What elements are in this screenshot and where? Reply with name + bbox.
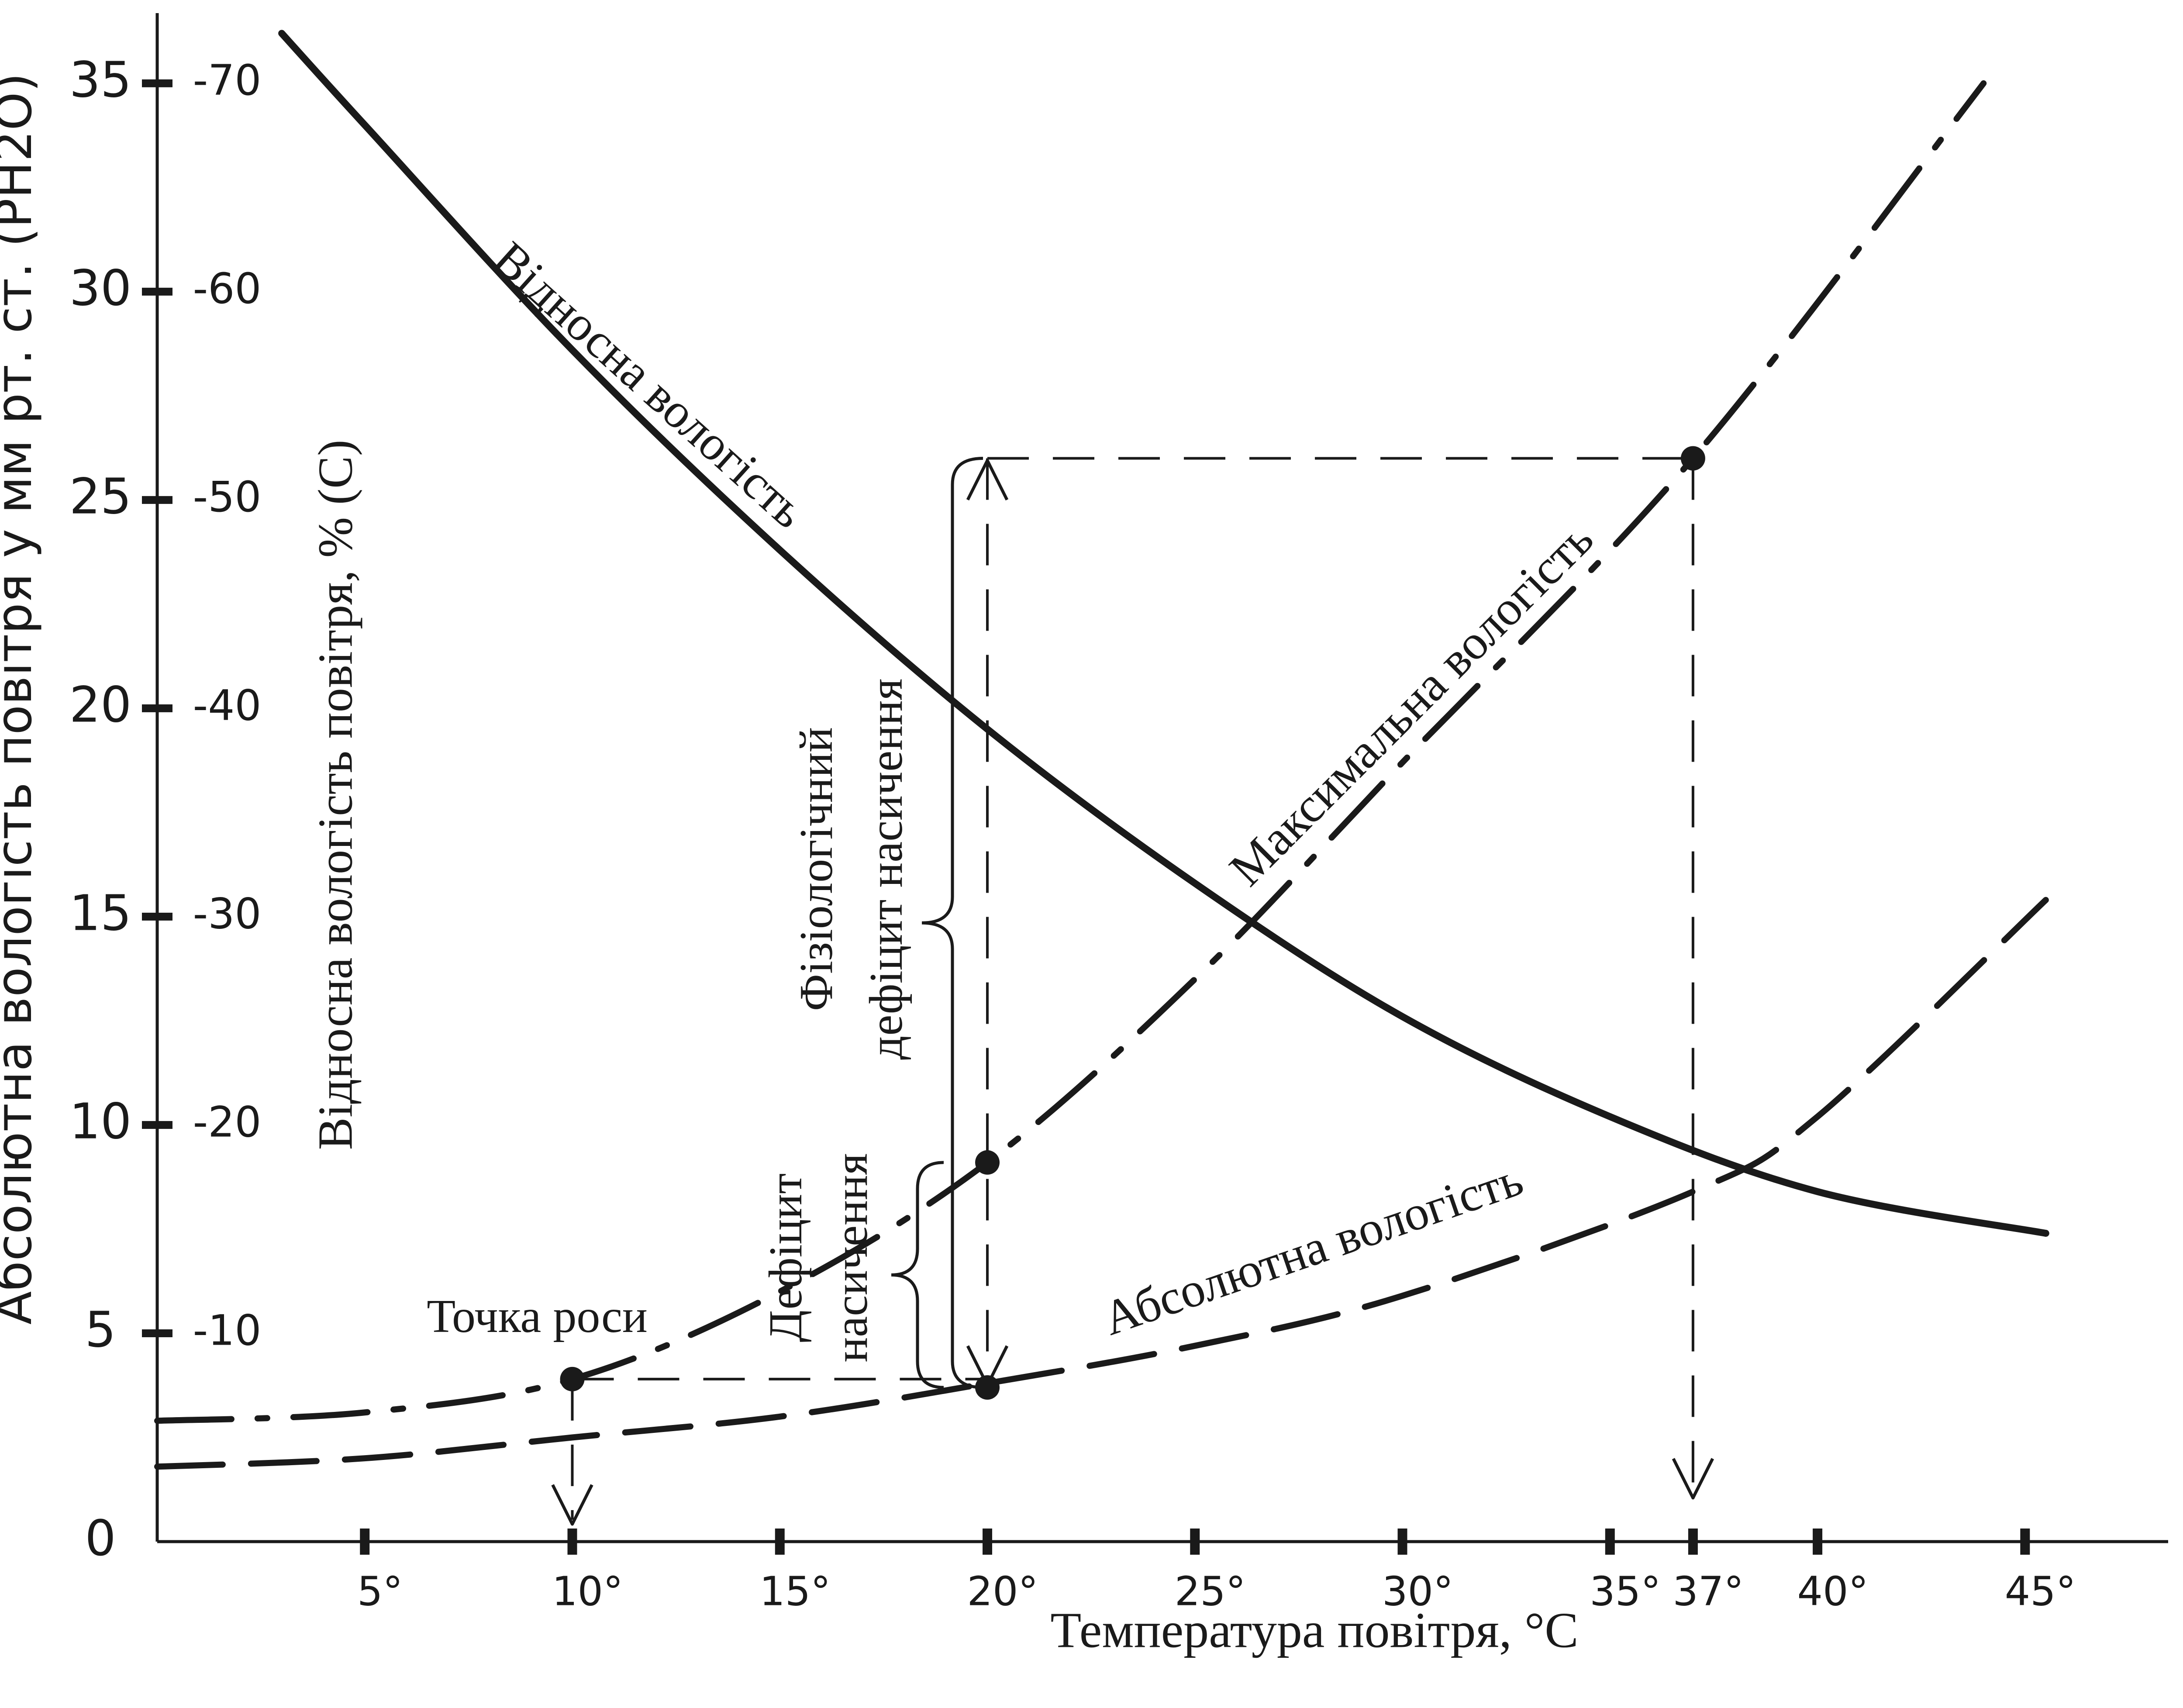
- y-tick-mark: [142, 1121, 172, 1129]
- y-tick-label-left: 5: [85, 1302, 116, 1359]
- y-tick-label-left: 20: [69, 677, 132, 734]
- arrow-up-20: [966, 459, 1009, 501]
- data-point: [560, 1366, 585, 1391]
- data-point: [975, 1150, 1000, 1175]
- y-tick-mark: [142, 912, 172, 921]
- x-tick-label: 45°: [2005, 1568, 2076, 1615]
- y-tick-label-right: -60: [193, 264, 262, 313]
- y-tick-label-left: 10: [69, 1094, 132, 1150]
- y-tick-label-left: 15: [69, 885, 132, 942]
- y-tick-mark: [142, 1329, 172, 1337]
- y-tick-mark: [142, 496, 172, 504]
- x-tick-mark: [1190, 1529, 1200, 1555]
- y-tick-label-left: 0: [85, 1510, 116, 1567]
- x-tick-label: 40°: [1797, 1568, 1869, 1615]
- axes: [155, 13, 2168, 1543]
- series-line: [154, 897, 2049, 1470]
- y-tick-label-left: 25: [69, 469, 132, 525]
- x-axis-title: Температура повітря, °C: [1050, 1603, 1578, 1659]
- y-tick-label-right: -70: [193, 56, 262, 105]
- series-label-absolute: Абсолютна вологість: [1096, 1152, 1529, 1346]
- x-tick-label: 15°: [759, 1568, 831, 1615]
- x-tick-label: 30°: [1382, 1568, 1453, 1615]
- y-tick-label-right: -10: [193, 1306, 262, 1355]
- x-tick-mark: [1688, 1529, 1698, 1555]
- x-tick-label: 35°: [1590, 1568, 1661, 1615]
- x-tick-label: 10°: [552, 1568, 623, 1615]
- arrow-dew-point: [551, 1484, 593, 1526]
- annotation-physiological-deficit-line1: Фізіологічний: [790, 727, 842, 1011]
- y-tick-mark: [142, 79, 172, 87]
- markers: [560, 446, 1705, 1400]
- annotation-dew-point: Точка роси: [427, 1290, 648, 1342]
- y-tick-label-left: 35: [69, 52, 132, 109]
- y-axis-title-left: Абсолютна вологість повітря у мм рт. ст.…: [0, 73, 43, 1325]
- y-axis-title-right: Відносна вологість повітря, % (C): [309, 440, 363, 1150]
- y-tick-label-right: -50: [193, 473, 262, 521]
- series-lines: [154, 30, 2049, 1470]
- series-line: [154, 80, 1987, 1424]
- x-tick-label: 5°: [357, 1568, 403, 1615]
- y-tick-label-right: -30: [193, 889, 262, 938]
- x-tick-mark: [775, 1529, 785, 1555]
- x-tick-mark: [2020, 1529, 2030, 1555]
- series-label-relative: Відносна вологість: [483, 231, 816, 539]
- annotation-physiological-deficit-line2: дефіцит насичення: [860, 679, 912, 1060]
- brace-physiological-deficit: [922, 456, 983, 1389]
- y-tick-mark: [142, 287, 172, 296]
- y-tick-mark: [142, 704, 172, 712]
- y-tick-label-right: -40: [193, 681, 262, 730]
- ticks: 5° 10° 15° 20° 25° 30° 35° 37° 40° 45° 0 5 10 15 20 25 3…: [69, 52, 2076, 1615]
- x-tick-mark: [1397, 1529, 1407, 1555]
- series-line: [278, 30, 2049, 1237]
- x-tick-label: 20°: [967, 1568, 1038, 1615]
- annotation-saturation-deficit-line2: насичення: [825, 1153, 877, 1363]
- x-tick-mark: [983, 1529, 993, 1555]
- x-tick-mark: [360, 1529, 370, 1555]
- y-tick-label-left: 30: [69, 260, 132, 317]
- x-tick-label: 37°: [1673, 1568, 1744, 1615]
- x-tick-mark: [567, 1529, 577, 1555]
- series-label-maximum: Максимальна вологість: [1219, 512, 1604, 897]
- guide-lines: [551, 456, 1714, 1526]
- annotation-saturation-deficit-line1: Дефіцит: [760, 1173, 812, 1342]
- x-tick-label: 25°: [1175, 1568, 1246, 1615]
- x-tick-mark: [1813, 1529, 1823, 1555]
- x-tick-mark: [1605, 1529, 1615, 1555]
- y-tick-label-right: -20: [193, 1097, 262, 1146]
- data-point: [1680, 446, 1705, 471]
- arrow-37: [1672, 1458, 1714, 1500]
- data-point: [975, 1375, 1000, 1400]
